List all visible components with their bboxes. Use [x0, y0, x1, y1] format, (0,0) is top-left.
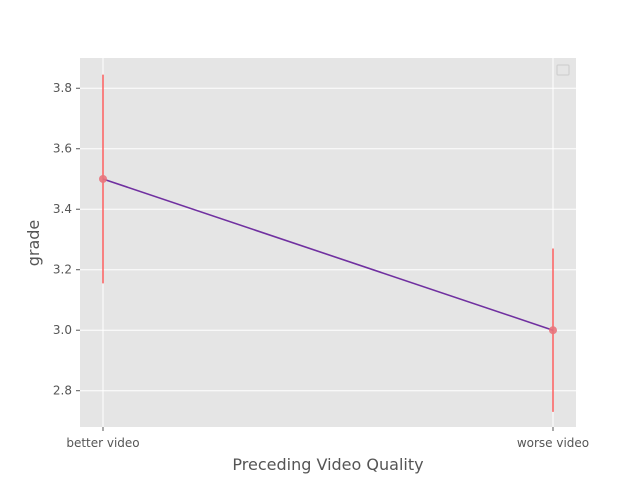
x-tick-label: better video [66, 436, 139, 450]
x-axis-label: Preceding Video Quality [232, 455, 423, 474]
y-tick-label: 3.8 [53, 81, 72, 95]
y-ticks: 2.8 3.0 3.2 3.4 3.6 3.8 [53, 81, 80, 398]
y-tick-label: 3.0 [53, 323, 72, 337]
x-ticks: better video worse video [66, 427, 589, 450]
series-lines [102, 178, 554, 331]
data-point [549, 326, 557, 335]
legend-box [556, 64, 570, 76]
y-tick-label: 3.6 [53, 142, 72, 156]
y-tick-label: 3.2 [53, 263, 72, 277]
data-point [99, 174, 107, 183]
x-tick-label: worse video [517, 436, 589, 450]
series-line [102, 178, 554, 331]
y-axis-label: grade [24, 220, 43, 267]
y-tick-label: 3.4 [53, 202, 72, 216]
markers [99, 174, 557, 335]
y-tick-label: 2.8 [53, 384, 72, 398]
plot-background [80, 58, 576, 427]
